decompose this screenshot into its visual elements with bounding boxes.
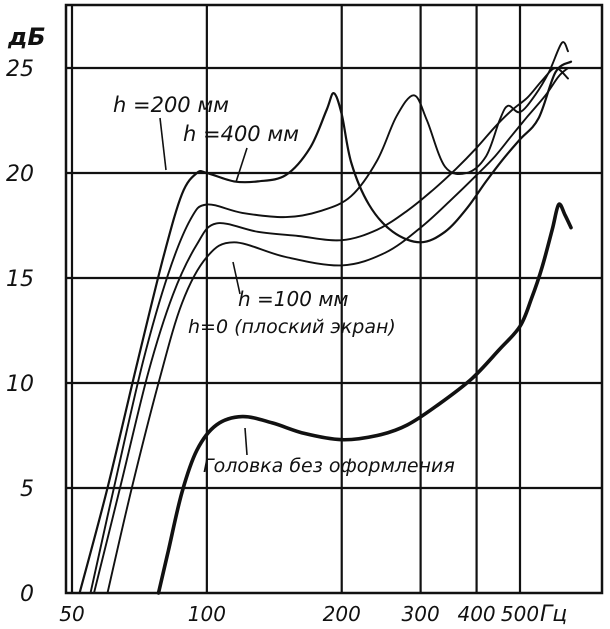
x-axis-label: Гц — [540, 602, 567, 627]
y-tick-label: 20 — [6, 162, 34, 187]
series-h0-line — [106, 67, 569, 594]
series-bare-driver-label: Головка без оформления — [203, 455, 455, 477]
series-h400-line — [89, 41, 569, 594]
series-h400-leader — [235, 147, 248, 183]
series-h100-line — [93, 67, 569, 594]
series-bare-driver-leader — [244, 427, 248, 456]
y-tick-label: 15 — [6, 267, 34, 292]
series-h200-line — [78, 60, 573, 595]
y-axis-label: дБ — [7, 23, 46, 51]
x-tick-label: 400 — [457, 602, 495, 626]
y-tick-label: 25 — [6, 57, 34, 82]
x-tick-label: 50 — [59, 602, 84, 626]
x-tick-label: 100 — [188, 602, 226, 626]
y-tick-label: 0 — [20, 582, 34, 607]
series-bare-driver-line — [156, 202, 573, 595]
plot-frame — [64, 3, 604, 595]
y-tick-label: 5 — [20, 477, 34, 502]
series-labels: h =200 мм h =400 мм h =100 мм h=0 (плоский … — [113, 93, 455, 477]
series-h100-label: h =100 мм — [238, 287, 349, 311]
x-tick-label: 500 — [501, 602, 539, 626]
x-tick-label: 200 — [323, 602, 361, 626]
series-h100-leader — [232, 261, 241, 295]
series-h200-leader — [159, 117, 167, 171]
chart-series-group — [78, 41, 573, 595]
x-axis-tick-labels: 50 100 200 300 400 500 — [59, 602, 539, 626]
series-h200-label: h =200 мм — [113, 93, 229, 117]
series-h0-label: h=0 (плоский экран) — [188, 316, 396, 338]
series-h400-label: h =400 мм — [183, 122, 299, 146]
x-tick-label: 300 — [402, 602, 440, 626]
y-tick-label: 10 — [6, 372, 34, 397]
y-axis-tick-labels: 0 5 10 15 20 25 — [6, 57, 34, 607]
